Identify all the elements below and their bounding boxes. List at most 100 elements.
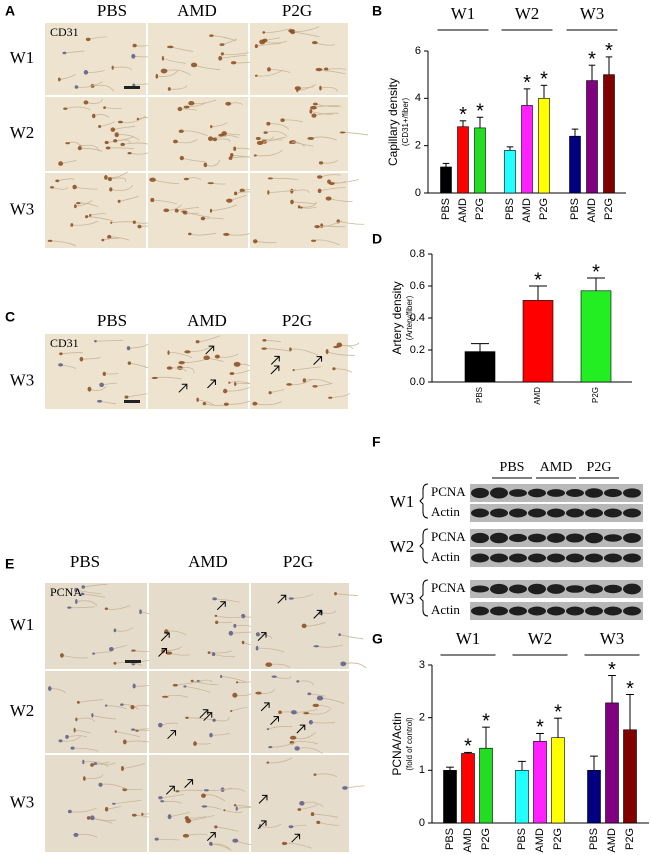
group-label: W2	[515, 4, 540, 23]
fiber-border	[231, 706, 248, 712]
cell	[222, 388, 228, 394]
fiber-border	[104, 372, 119, 375]
cell	[316, 175, 323, 179]
fiber-border	[112, 66, 133, 71]
bar	[522, 300, 554, 383]
micrograph	[45, 671, 147, 753]
x-tick-label: PBS	[475, 387, 484, 403]
cell	[201, 805, 208, 808]
band	[509, 533, 527, 543]
row-label: W1	[10, 48, 35, 67]
arrow	[313, 609, 323, 619]
cell	[117, 120, 123, 124]
cell	[268, 391, 272, 395]
cell	[108, 647, 114, 652]
cell	[320, 223, 324, 229]
band	[528, 508, 546, 518]
band	[604, 488, 622, 498]
arrow	[203, 712, 213, 721]
fiber-border	[169, 85, 188, 90]
cell	[312, 703, 320, 708]
fiber-border	[176, 207, 199, 212]
fiber-border	[330, 392, 351, 399]
y-axis-subtitle: (Artery/fiber)	[405, 295, 414, 340]
panel-letter: D	[372, 231, 382, 247]
column-label: PBS	[97, 1, 127, 20]
cell	[209, 34, 214, 37]
fiber-border	[321, 225, 346, 228]
cell	[104, 607, 109, 611]
cell	[55, 179, 60, 183]
fiber-border	[267, 726, 293, 730]
x-tick-label: AMD	[586, 198, 598, 223]
fiber-border	[257, 647, 285, 653]
fiber-border	[152, 199, 177, 205]
arrow	[313, 356, 323, 365]
cell	[47, 239, 53, 242]
cell	[177, 106, 183, 112]
significance-mark: *	[540, 69, 548, 91]
bar	[603, 74, 615, 194]
fiber-border	[99, 121, 115, 127]
cell	[109, 187, 113, 192]
fiber-border	[264, 339, 282, 343]
bar	[623, 729, 637, 824]
cell	[182, 833, 190, 838]
scale-bar	[124, 400, 140, 403]
bar	[504, 150, 516, 194]
cell	[74, 587, 78, 593]
x-tick-label: P2G	[591, 387, 600, 403]
fiber-border	[312, 813, 338, 818]
fiber-border	[104, 107, 122, 109]
band	[490, 532, 508, 544]
fiber-border	[214, 138, 231, 143]
fiber-border	[170, 46, 194, 52]
fiber-border	[214, 716, 230, 722]
cell	[223, 232, 230, 236]
micrograph	[45, 23, 146, 95]
fiber-border	[126, 393, 148, 398]
fiber-border	[221, 676, 248, 683]
cell	[314, 225, 320, 229]
cell	[87, 386, 92, 392]
band	[623, 488, 641, 498]
fiber-border	[69, 807, 97, 813]
cell	[252, 401, 258, 406]
band	[509, 606, 527, 616]
cell	[85, 37, 91, 42]
cell	[232, 692, 238, 698]
cell	[261, 347, 267, 350]
fiber-border	[101, 382, 117, 386]
cell	[151, 376, 158, 379]
bar	[533, 741, 547, 824]
y-tick-label: 4	[415, 92, 421, 104]
fiber-border	[114, 627, 134, 632]
cell	[214, 614, 218, 617]
fiber-border	[83, 583, 108, 588]
cell	[234, 191, 238, 196]
cell	[70, 223, 74, 227]
cell	[132, 83, 136, 87]
cell	[297, 808, 302, 811]
cell	[288, 825, 294, 829]
cell	[92, 652, 96, 655]
y-axis-subtitle: (fold of control)	[405, 717, 414, 771]
micrograph	[45, 755, 147, 852]
cell	[154, 837, 159, 841]
cell	[262, 339, 267, 342]
fiber-border	[156, 70, 179, 77]
band	[585, 553, 603, 563]
fiber-border	[205, 159, 221, 167]
cell	[201, 793, 206, 798]
cell	[57, 77, 61, 82]
cell	[313, 645, 320, 648]
significance-mark: *	[464, 736, 472, 758]
fiber-border	[116, 134, 140, 141]
arrow	[199, 709, 209, 719]
cell	[232, 838, 239, 843]
cell	[59, 653, 64, 658]
fiber-border	[209, 650, 232, 654]
cell	[83, 100, 89, 105]
cell	[256, 140, 264, 146]
cell	[160, 68, 168, 74]
